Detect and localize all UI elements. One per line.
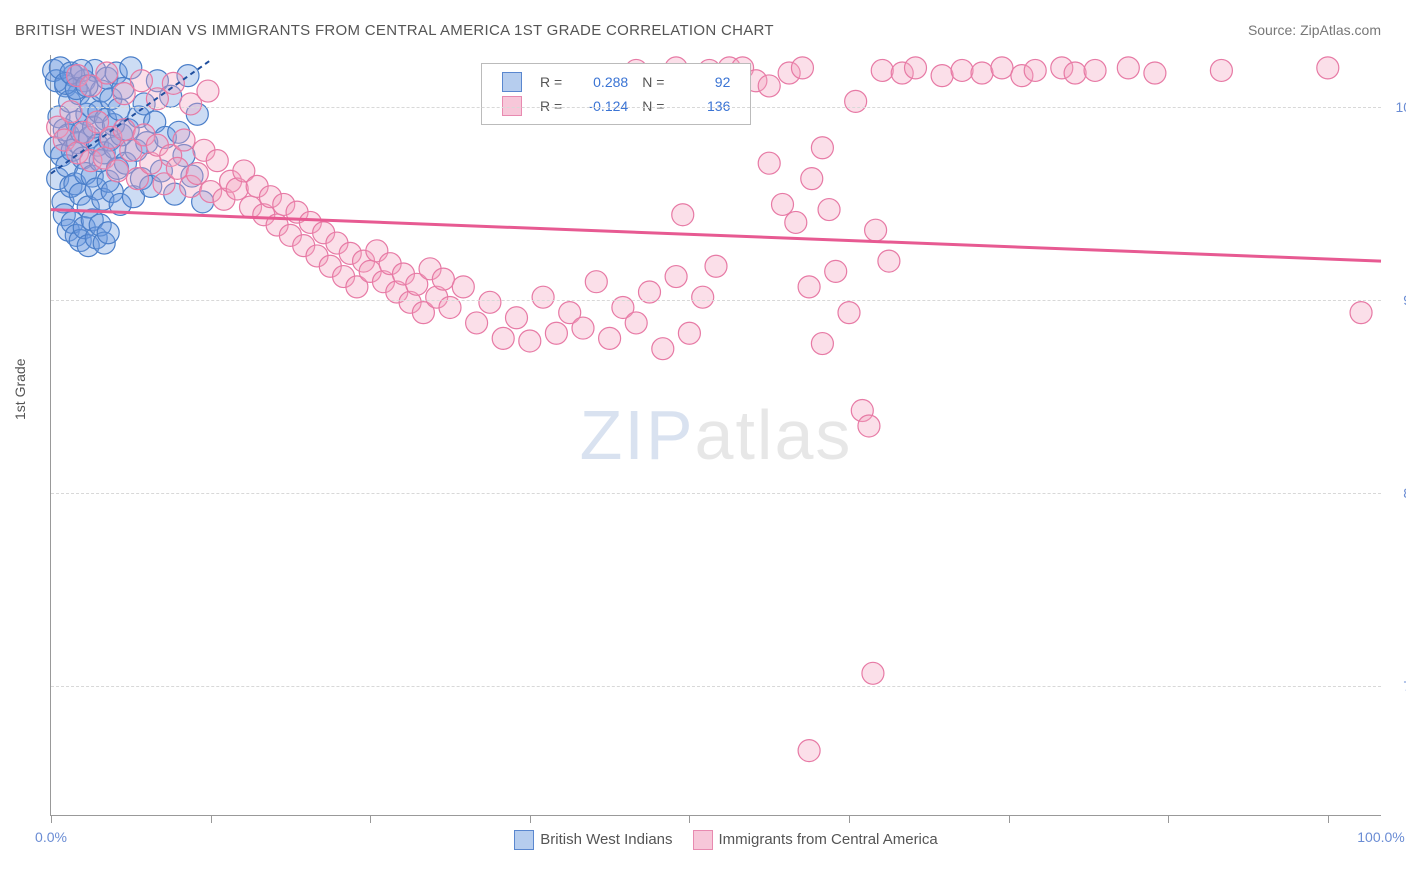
legend-series-label: Immigrants from Central America [719, 831, 938, 848]
scatter-point [862, 662, 884, 684]
scatter-point [1350, 302, 1372, 324]
scatter-point [791, 57, 813, 79]
scatter-point [532, 286, 554, 308]
scatter-point [519, 330, 541, 352]
scatter-point [678, 322, 700, 344]
scatter-point [971, 62, 993, 84]
scatter-point [798, 276, 820, 298]
scatter-point [758, 152, 780, 174]
source-link[interactable]: ZipAtlas.com [1300, 22, 1381, 38]
chart-plot-area: ZIPatlas 77.5%85.0%92.5%100.0% 0.0%100.0… [50, 55, 1381, 816]
scatter-point [197, 80, 219, 102]
chart-title: BRITISH WEST INDIAN VS IMMIGRANTS FROM C… [15, 22, 774, 39]
scatter-point [838, 302, 860, 324]
correlation-legend: R =0.288N =92R =-0.124N =136 [481, 63, 751, 125]
scatter-point [798, 740, 820, 762]
scatter-point [625, 312, 647, 334]
scatter-point [1210, 59, 1232, 81]
scatter-point [1024, 59, 1046, 81]
scatter-point [479, 291, 501, 313]
scatter-point [801, 168, 823, 190]
scatter-point [692, 286, 714, 308]
scatter-point [652, 338, 674, 360]
scatter-point [665, 266, 687, 288]
scatter-point [60, 101, 82, 123]
scatter-point [97, 222, 119, 244]
scatter-point [206, 150, 228, 172]
scatter-point [585, 271, 607, 293]
scatter-point [1064, 62, 1086, 84]
scatter-point [811, 137, 833, 159]
scatter-point [96, 62, 118, 84]
scatter-point [991, 57, 1013, 79]
scatter-point [871, 59, 893, 81]
regression-line [51, 210, 1381, 262]
scatter-point [672, 204, 694, 226]
scatter-point [905, 57, 927, 79]
scatter-point [878, 250, 900, 272]
scatter-point [506, 307, 528, 329]
source-attribution: Source: ZipAtlas.com [1248, 22, 1381, 38]
scatter-point [545, 322, 567, 344]
scatter-point [466, 312, 488, 334]
scatter-point [432, 268, 454, 290]
source-label: Source: [1248, 22, 1296, 38]
series-legend: British West Indians Immigrants from Cent… [51, 830, 1381, 850]
scatter-point [845, 90, 867, 112]
scatter-svg [51, 55, 1381, 815]
scatter-point [186, 163, 208, 185]
scatter-point [166, 157, 188, 179]
scatter-point [452, 276, 474, 298]
scatter-point [865, 219, 887, 241]
legend-swatch [693, 830, 713, 850]
legend-series-label: British West Indians [540, 831, 672, 848]
scatter-point [1117, 57, 1139, 79]
y-axis-label: 1st Grade [12, 359, 28, 420]
scatter-point [599, 327, 621, 349]
scatter-point [758, 75, 780, 97]
scatter-point [113, 119, 135, 141]
scatter-point [785, 211, 807, 233]
scatter-point [931, 65, 953, 87]
scatter-point [107, 160, 129, 182]
scatter-point [705, 255, 727, 277]
scatter-point [811, 333, 833, 355]
scatter-point [572, 317, 594, 339]
legend-swatch [514, 830, 534, 850]
scatter-point [1144, 62, 1166, 84]
scatter-point [825, 260, 847, 282]
y-tick-label: 100.0% [1396, 99, 1406, 115]
scatter-point [1084, 59, 1106, 81]
scatter-point [492, 327, 514, 349]
scatter-point [162, 72, 184, 94]
scatter-point [130, 70, 152, 92]
scatter-point [1317, 57, 1339, 79]
scatter-point [818, 199, 840, 221]
scatter-point [951, 59, 973, 81]
scatter-point [858, 415, 880, 437]
scatter-point [173, 129, 195, 151]
scatter-point [772, 193, 794, 215]
